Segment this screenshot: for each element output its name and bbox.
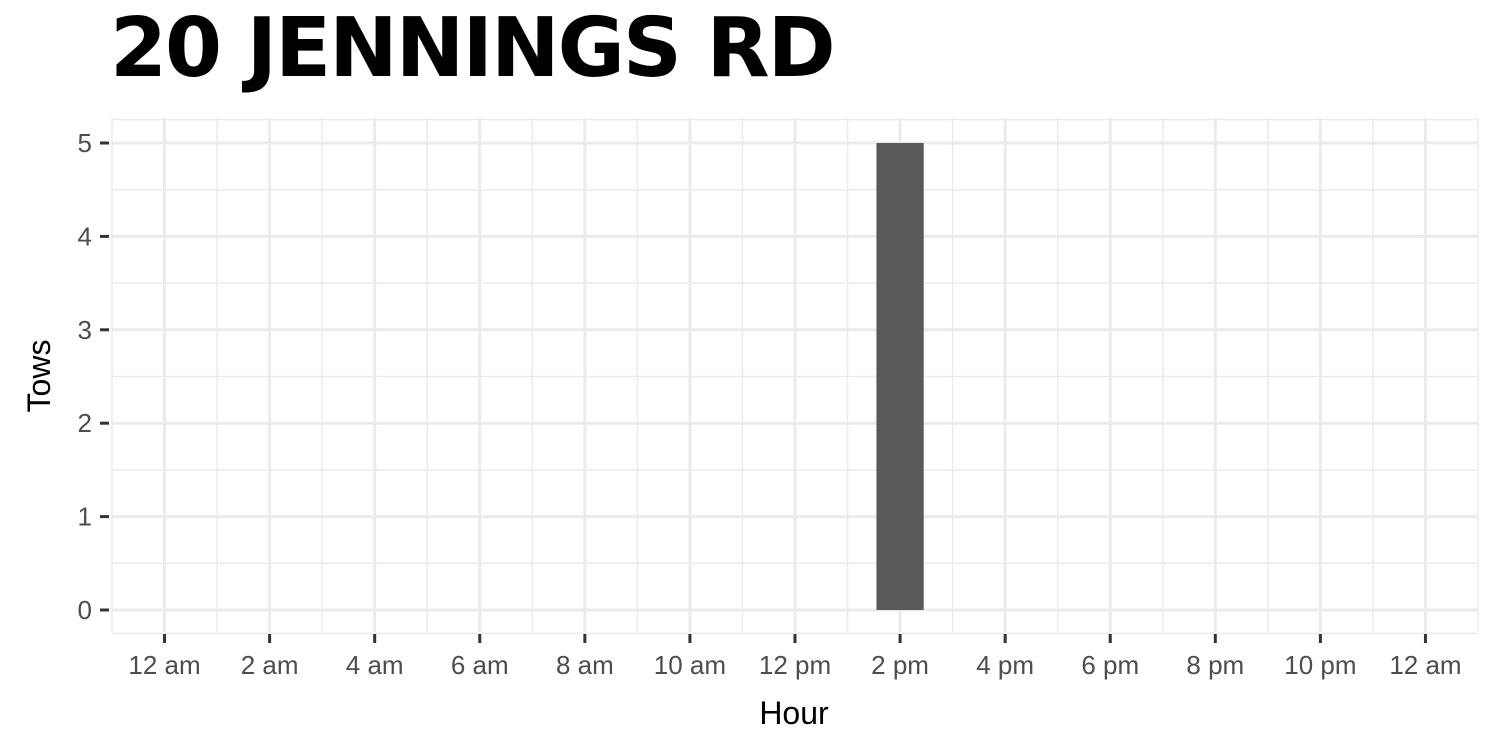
x-tick-label: 8 pm bbox=[1186, 650, 1244, 680]
y-axis-title: Tows bbox=[21, 340, 57, 413]
y-tick-label: 0 bbox=[78, 595, 92, 625]
x-axis: 12 am 2 am 4 am 6 am 8 am 10 am 12 pm 2 pm 4 pm 6… bbox=[128, 634, 1462, 680]
x-tick-label: 8 am bbox=[556, 650, 614, 680]
x-tick-label: 12 pm bbox=[759, 650, 831, 680]
x-tick-label: 10 pm bbox=[1284, 650, 1356, 680]
x-tick-label: 6 am bbox=[451, 650, 509, 680]
y-axis: 0 1 2 3 4 5 bbox=[78, 128, 109, 625]
y-tick-label: 5 bbox=[78, 128, 92, 158]
x-tick-label: 4 pm bbox=[976, 650, 1034, 680]
x-tick-label: 4 am bbox=[346, 650, 404, 680]
x-tick-label: 2 pm bbox=[871, 650, 929, 680]
x-axis-title: Hour bbox=[759, 695, 829, 731]
y-tick-label: 4 bbox=[78, 221, 92, 251]
major-gridlines bbox=[112, 118, 1478, 632]
x-tick-label: 6 pm bbox=[1081, 650, 1139, 680]
bars bbox=[876, 143, 924, 610]
bar-2-pm bbox=[876, 143, 924, 610]
y-tick-label: 1 bbox=[78, 502, 92, 532]
x-tick-label: 12 am bbox=[128, 650, 200, 680]
x-tick-label: 12 am bbox=[1389, 650, 1461, 680]
chart-title: 20 JENNINGS RD bbox=[110, 1, 836, 96]
x-tick-label: 2 am bbox=[241, 650, 299, 680]
x-tick-label: 10 am bbox=[654, 650, 726, 680]
y-tick-label: 2 bbox=[78, 408, 92, 438]
y-tick-label: 3 bbox=[78, 315, 92, 345]
